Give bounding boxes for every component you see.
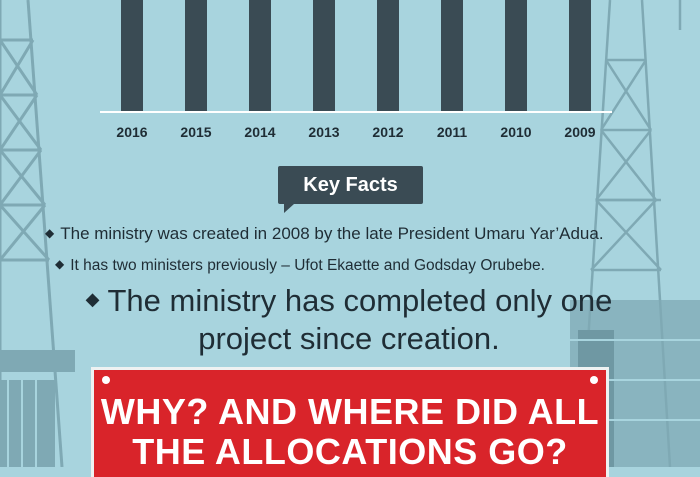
x-tick-label-2009: 2009 — [564, 124, 595, 140]
bar-2014 — [249, 0, 271, 111]
x-tick-label-2012: 2012 — [372, 124, 403, 140]
x-tick-label-2011: 2011 — [437, 124, 468, 140]
callout-banner: WHY? AND WHERE DID ALL THE ALLOCATIONS G… — [91, 367, 609, 477]
x-tick-label-2013: 2013 — [308, 124, 339, 140]
key-fact-2: ◆ It has two ministers previously – Ufot … — [55, 257, 545, 275]
bar-chart: 2016 2015 2014 2013 2012 2011 2010 2009 — [100, 0, 612, 140]
left-oil-rig-illustration — [0, 0, 75, 467]
pin-icon — [590, 376, 598, 384]
bar-2012 — [377, 0, 399, 111]
key-facts-heading: Key Facts — [278, 166, 423, 213]
diamond-bullet-icon: ◆ — [85, 289, 100, 309]
callout-line-2: THE ALLOCATIONS GO? — [132, 431, 568, 472]
key-fact-1: ◆ The ministry was created in 2008 by the… — [45, 224, 604, 244]
bar-2016 — [121, 0, 143, 111]
x-tick-label-2015: 2015 — [180, 124, 211, 140]
bar-2009 — [569, 0, 591, 111]
x-tick-label-2014: 2014 — [244, 124, 275, 140]
bar-2015 — [185, 0, 207, 111]
key-fact-3-text: The ministry has completed only one proj… — [107, 283, 613, 356]
diamond-bullet-icon: ◆ — [55, 257, 65, 271]
callout-line-1: WHY? AND WHERE DID ALL — [100, 391, 600, 432]
callout-text: WHY? AND WHERE DID ALL THE ALLOCATIONS G… — [94, 392, 606, 472]
key-facts-heading-text: Key Facts — [303, 173, 398, 196]
bar-2011 — [441, 0, 463, 111]
bar-2010 — [505, 0, 527, 111]
x-tick-label-2016: 2016 — [116, 124, 147, 140]
x-tick-label-2010: 2010 — [500, 124, 531, 140]
diamond-bullet-icon: ◆ — [45, 226, 55, 240]
key-fact-1-text: The ministry was created in 2008 by the … — [60, 224, 604, 243]
key-fact-2-text: It has two ministers previously – Ufot E… — [70, 257, 545, 274]
pin-icon — [102, 376, 110, 384]
key-fact-3: ◆ The ministry has completed only one pro… — [75, 284, 623, 356]
bar-2013 — [313, 0, 335, 111]
